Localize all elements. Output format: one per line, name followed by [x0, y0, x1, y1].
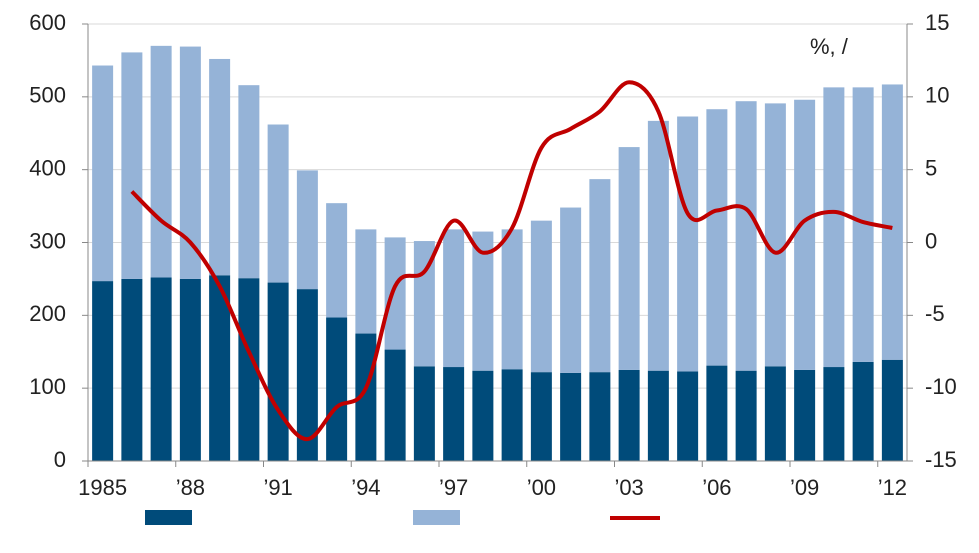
bar	[413, 366, 435, 461]
bar	[881, 359, 903, 461]
x-tick-label: ’06	[702, 475, 731, 500]
legend-swatch	[145, 510, 192, 525]
bar	[179, 278, 201, 461]
y-tick-label: 0	[54, 447, 66, 472]
bar	[501, 229, 523, 370]
bar	[355, 333, 377, 461]
bar	[384, 237, 406, 350]
y-tick-label: 300	[29, 228, 66, 253]
bar	[794, 99, 816, 370]
y-tick-label: 500	[29, 83, 66, 108]
x-tick-label: ’97	[439, 475, 468, 500]
y-tick-label: 400	[29, 155, 66, 180]
bar	[530, 220, 552, 373]
bar	[764, 366, 786, 461]
y-tick-label: 200	[29, 301, 66, 326]
bar	[209, 58, 231, 276]
y2-tick-label: 15	[925, 10, 949, 35]
bar	[501, 369, 523, 461]
bar	[443, 229, 465, 368]
y-tick-label: 100	[29, 374, 66, 399]
bar	[267, 124, 289, 283]
bar	[472, 370, 494, 461]
x-tick-label: ’03	[614, 475, 643, 500]
bar	[413, 241, 435, 367]
bar	[150, 45, 172, 278]
bar	[530, 372, 552, 461]
bar	[735, 370, 757, 461]
y2-tick-label: 0	[925, 228, 937, 253]
x-tick-label: ’12	[878, 475, 907, 500]
y2-tick-label: -15	[925, 447, 957, 472]
bar	[92, 65, 114, 282]
bar	[560, 207, 582, 373]
bar	[823, 87, 845, 368]
bar	[179, 46, 201, 279]
bar	[618, 369, 640, 461]
bar	[326, 317, 348, 461]
bar	[735, 101, 757, 371]
legend-swatch	[413, 510, 460, 525]
y2-tick-label: 5	[925, 155, 937, 180]
bar	[296, 289, 318, 461]
bar	[326, 203, 348, 318]
bar	[121, 278, 143, 461]
y-tick-label: 600	[29, 10, 66, 35]
y2-tick-label: -5	[925, 301, 945, 326]
bar	[677, 371, 699, 461]
x-tick-label: 1985	[78, 475, 127, 500]
x-tick-label: ’91	[263, 475, 292, 500]
bar	[560, 372, 582, 461]
bar	[92, 281, 114, 461]
bar	[238, 85, 260, 279]
bar	[706, 365, 728, 461]
bar	[647, 370, 669, 461]
bar	[150, 277, 172, 461]
bar	[355, 229, 377, 334]
bar	[823, 367, 845, 461]
bar	[881, 84, 903, 360]
bar	[852, 361, 874, 461]
bar	[677, 116, 699, 372]
y2-tick-label: 10	[925, 83, 949, 108]
line	[130, 80, 893, 442]
bar	[296, 170, 318, 290]
bar	[443, 367, 465, 461]
bar	[384, 349, 406, 461]
bar	[267, 282, 289, 461]
x-tick-label: ’09	[790, 475, 819, 500]
x-tick-label: ’00	[527, 475, 556, 500]
x-tick-label: ’88	[176, 475, 205, 500]
bar	[794, 369, 816, 461]
bar	[238, 278, 260, 461]
annotation: %, /	[810, 34, 849, 59]
y2-tick-label: -10	[925, 374, 957, 399]
bar	[706, 109, 728, 366]
bar	[647, 120, 669, 371]
bar	[472, 231, 494, 371]
bar	[852, 87, 874, 362]
bar	[618, 147, 640, 370]
bar	[121, 52, 143, 279]
bar	[209, 275, 231, 461]
bar	[589, 372, 611, 461]
bar	[589, 179, 611, 373]
x-tick-label: ’94	[351, 475, 380, 500]
bar	[764, 103, 786, 367]
